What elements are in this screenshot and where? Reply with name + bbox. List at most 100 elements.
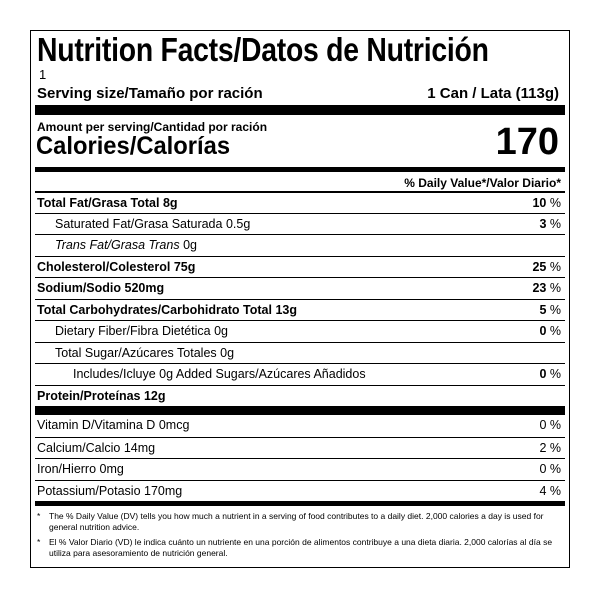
dv-unit: % (549, 281, 561, 295)
dv-unit: % (549, 302, 561, 317)
nutrient-row: Saturated Fat/Grasa Saturada 0.5g 3 % (35, 212, 565, 234)
dv-number: 0 (539, 367, 547, 381)
dv-unit: % (549, 418, 561, 432)
dv-unit: % (549, 367, 561, 381)
thick-bar (35, 406, 565, 415)
daily-value: 25 % (532, 260, 561, 274)
dv-number: 5 (539, 302, 547, 317)
amount-per-serving: Amount per serving/Cantidad por ración (37, 120, 268, 134)
nutrient: Total Carbohydrates/Carbohidrato Total 1… (37, 303, 297, 317)
nutrient-amount: 13g (275, 302, 298, 317)
vitamin-amount: 0mg (99, 462, 124, 476)
vitamin-name: Potassium/Potasio (37, 483, 141, 498)
vitamin-amount: 14mg (123, 440, 156, 455)
nutrient: Protein/Proteínas 12g (37, 389, 166, 403)
calories-label: Calories/Calorías (36, 132, 231, 160)
nutrient-amount: 0g (159, 367, 174, 381)
dv-number: 4 (539, 483, 547, 498)
servings: 1 (39, 67, 47, 82)
nutrient-name: Saturated Fat/Grasa Saturada (55, 216, 223, 231)
nutrient-amount: 0g (214, 324, 228, 338)
footnote-text: The % Daily Value (DV) tells you how muc… (49, 511, 544, 532)
nutrient-amount: 12g (143, 388, 166, 403)
vitamin-amount: 0mcg (158, 418, 190, 432)
vitamin-amount: 170mg (144, 483, 183, 498)
nutrient-amount: 8g (162, 196, 178, 210)
dv-unit: % (549, 483, 561, 498)
footnote-mark: * (37, 537, 41, 547)
footnote-text: El % Valor Diario (VD) le indica cuánto … (49, 537, 553, 558)
daily-value: 0 % (539, 462, 561, 476)
serving-size-value: 1 Can / Lata (113g) (427, 85, 559, 102)
nutrient-row: Trans Fat/Grasa Trans 0g (35, 234, 565, 255)
nutrient: Total Fat/Grasa Total 8g (37, 196, 178, 210)
dv-unit: % (549, 216, 561, 231)
daily-value: 5 % (539, 303, 561, 317)
nutrient-amount: 0g (220, 345, 235, 360)
nutrient-name: Protein/Proteínas (37, 388, 141, 403)
nutrient: Total Sugar/Azúcares Totales 0g (55, 346, 234, 360)
dv-unit: % (549, 462, 561, 476)
dv-number: 0 (539, 324, 547, 338)
nutrient: Sodium/Sodio 520mg (37, 281, 164, 295)
vitamin-name: Iron/Hierro (37, 462, 97, 476)
nutrient-row: Dietary Fiber/Fibra Dietética 0g 0 % (35, 320, 565, 341)
nutrient-name: Total Sugar/Azúcares Totales (55, 345, 217, 360)
serving-size-label: Serving size/Tamaño por ración (37, 85, 263, 102)
nutrient-row: Sodium/Sodio 520mg 23 % (35, 277, 565, 298)
nutrient-amount: 75g (173, 259, 196, 274)
daily-value: 2 % (539, 441, 561, 455)
dv-number: 10 (532, 196, 547, 210)
daily-value: 10 % (532, 196, 561, 210)
nutrient-name: Includes/Icluye (73, 367, 156, 381)
vitamin-name: Vitamin D/Vitamina D (37, 418, 156, 432)
nutrient: Includes/Icluye 0g Added Sugars/Azúcares… (73, 367, 366, 381)
medium-bar (35, 167, 565, 172)
nutrient-amount: 0g (183, 238, 197, 252)
nutrient-amount: 0.5g (225, 216, 251, 231)
nutrient-row: Total Fat/Grasa Total 8g 10 % (35, 191, 565, 212)
footnote: * El % Valor Diario (VD) le indica cuánto… (37, 537, 557, 559)
footnote: * The % Daily Value (DV) tells you how mu… (37, 511, 557, 533)
dv-unit: % (549, 324, 561, 338)
nutrient-name: Trans Fat/Grasa Trans (55, 238, 180, 252)
nutrient: Trans Fat/Grasa Trans 0g (55, 238, 197, 252)
vitamin-row: Iron/Hierro 0mg 0 % (35, 458, 565, 479)
calories-value: 170 (495, 121, 559, 163)
nutrient-name: Total Carbohydrates/Carbohidrato Total (37, 302, 272, 317)
dv-number: 0 (539, 418, 547, 432)
nutrient-row: Cholesterol/Colesterol 75g 25 % (35, 255, 565, 277)
dv-number: 2 (539, 440, 547, 455)
vitamin: Calcium/Calcio 14mg (37, 441, 155, 455)
vitamin: Iron/Hierro 0mg (37, 462, 124, 476)
nutrient-row: Includes/Icluye 0g Added Sugars/Azúcares… (35, 363, 565, 384)
medium-bar (35, 501, 565, 506)
nutrient-row: Total Sugar/Azúcares Totales 0g (35, 341, 565, 363)
nutrient: Cholesterol/Colesterol 75g (37, 260, 195, 274)
daily-value: 0 % (539, 367, 561, 381)
vitamin-row: Vitamin D/Vitamina D 0mcg 0 % (35, 415, 565, 436)
daily-value: 0 % (539, 324, 561, 338)
vitamin: Vitamin D/Vitamina D 0mcg (37, 418, 189, 432)
dv-number: 25 (532, 259, 547, 274)
title: Nutrition Facts/Datos de Nutrición (37, 31, 489, 68)
nutrient-name: Dietary Fiber/Fibra Dietética (55, 324, 211, 338)
dv-number: 23 (532, 281, 547, 295)
nutrient-amount: 520mg (124, 281, 165, 295)
dv-number: 0 (539, 462, 547, 476)
nutrient: Dietary Fiber/Fibra Dietética 0g (55, 324, 228, 338)
nutrition-label: Nutrition Facts/Datos de Nutrición 1 Ser… (30, 30, 570, 568)
nutrient-row: Total Carbohydrates/Carbohidrato Total 1… (35, 298, 565, 320)
dv-unit: % (549, 440, 561, 455)
daily-value: 23 % (532, 281, 561, 295)
dv-number: 3 (539, 216, 547, 231)
daily-value: 4 % (539, 484, 561, 498)
daily-value: 3 % (539, 217, 561, 231)
daily-value: 0 % (539, 418, 561, 432)
thick-bar (35, 105, 565, 115)
vitamin: Potassium/Potasio 170mg (37, 484, 182, 498)
dv-unit: % (549, 259, 561, 274)
dv-unit: % (549, 196, 561, 210)
nutrient-suffix: Added Sugars/Azúcares Añadidos (175, 367, 366, 381)
